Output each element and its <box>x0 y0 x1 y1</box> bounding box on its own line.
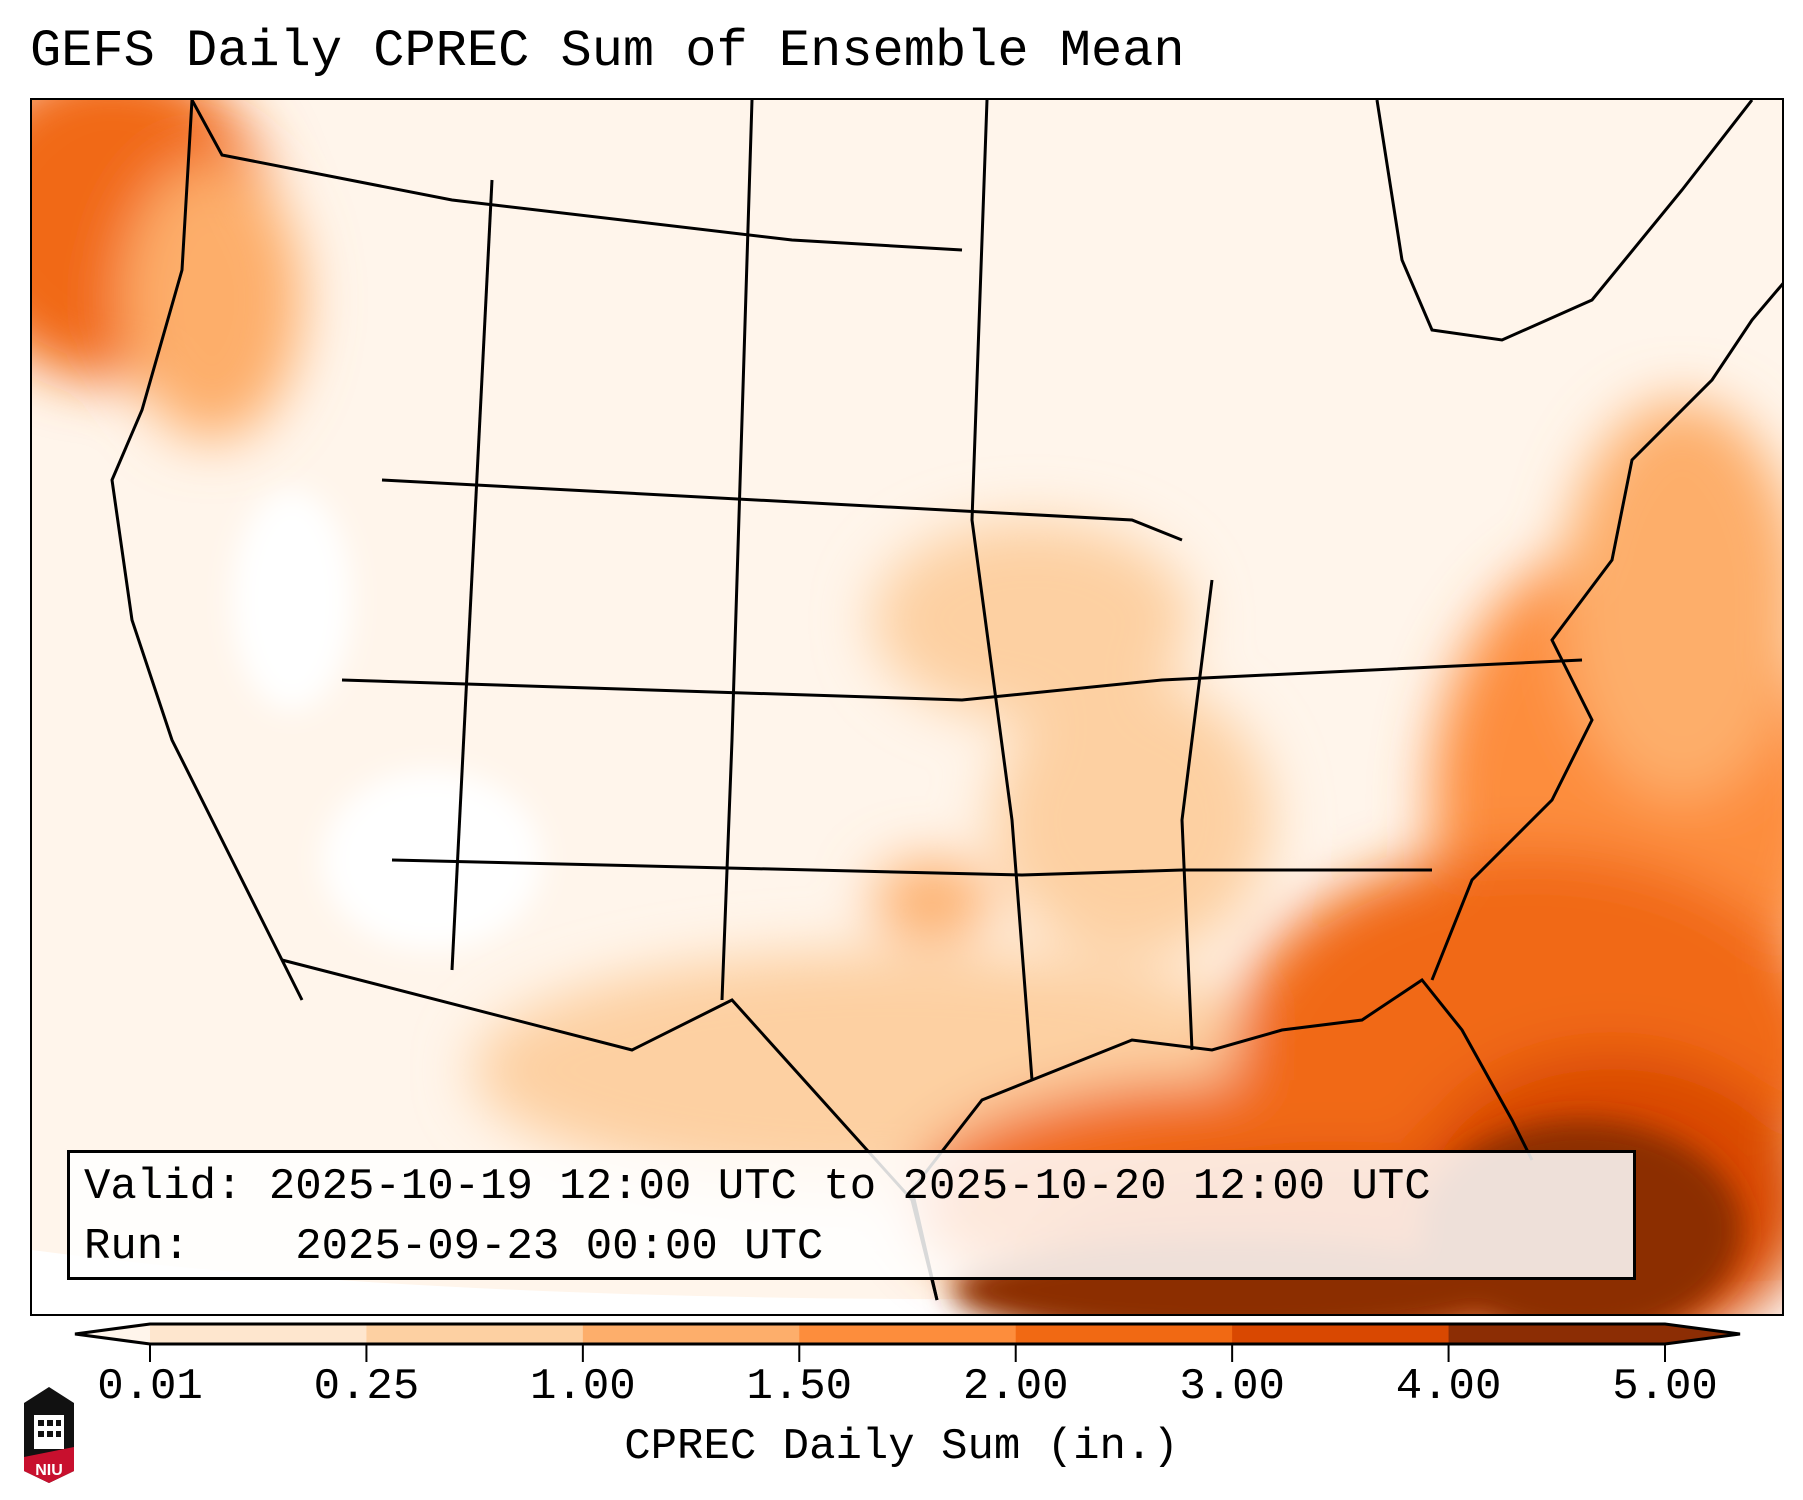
colorbar-segment <box>1448 1324 1666 1344</box>
run-value: 2025-09-23 00:00 UTC <box>295 1222 824 1272</box>
precipitation-map <box>30 98 1784 1316</box>
colorbar-extend-low <box>75 1324 150 1344</box>
colorbar-tick-label: 5.00 <box>1612 1362 1718 1412</box>
colorbar-segment <box>582 1324 800 1344</box>
run-line: Run: 2025-09-23 00:00 UTC <box>84 1217 1619 1277</box>
colorbar-tick-label: 3.00 <box>1179 1362 1285 1412</box>
colorbar-label: CPREC Daily Sum (in.) <box>624 1422 1179 1472</box>
colorbar-segment <box>366 1324 584 1344</box>
colorbar-segment <box>150 1324 367 1344</box>
coastlines-and-borders <box>110 100 1782 1301</box>
run-label: Run: <box>84 1222 190 1272</box>
colorbar-segment <box>1015 1324 1233 1344</box>
colorbar-segment <box>1232 1324 1450 1344</box>
colorbar-tick-label: 1.00 <box>530 1362 636 1412</box>
colorbar-tick-label: 0.01 <box>97 1362 203 1412</box>
colorbar <box>74 1322 1741 1362</box>
svg-text:NIU: NIU <box>35 1462 63 1479</box>
valid-run-info-box: Valid: 2025-10-19 12:00 UTC to 2025-10-2… <box>67 1150 1636 1280</box>
colorbar-extend-high <box>1665 1324 1740 1344</box>
valid-label: Valid: <box>84 1162 243 1212</box>
colorbar-segment <box>799 1324 1017 1344</box>
valid-line: Valid: 2025-10-19 12:00 UTC to 2025-10-2… <box>84 1157 1619 1217</box>
precipitation-field <box>32 100 1782 1314</box>
valid-value: 2025-10-19 12:00 UTC to 2025-10-20 12:00… <box>268 1162 1431 1212</box>
niu-logo: NIU <box>24 1387 74 1483</box>
map-title: GEFS Daily CPREC Sum of Ensemble Mean <box>30 22 1185 81</box>
colorbar-tick-label: 2.00 <box>962 1362 1069 1412</box>
colorbar-tick-label: 0.25 <box>313 1362 420 1412</box>
colorbar-tick-label: 1.50 <box>746 1362 853 1412</box>
colorbar-tick-label: 4.00 <box>1395 1362 1502 1412</box>
